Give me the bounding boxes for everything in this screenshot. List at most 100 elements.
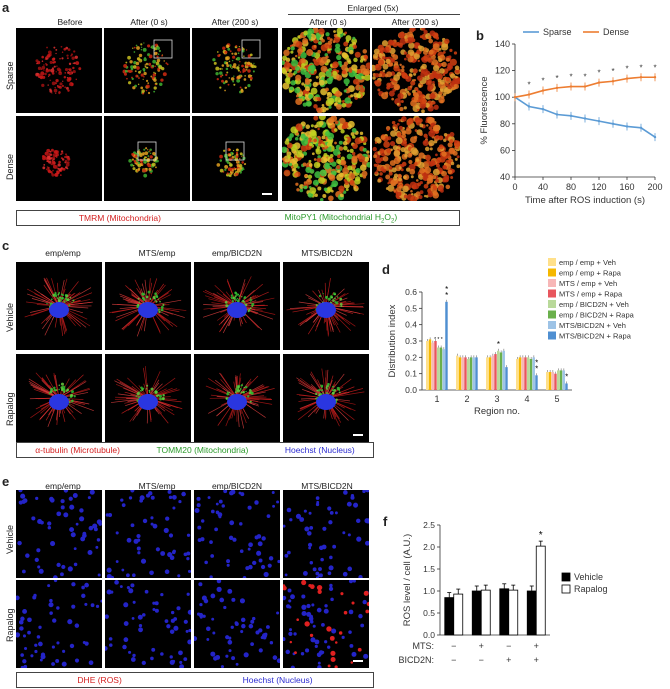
- d-bar-0-7: [445, 301, 448, 390]
- panel-c-label: c: [2, 238, 10, 253]
- d-bar-1-4: [467, 358, 470, 390]
- f-legend-label-1: Rapalog: [574, 584, 608, 594]
- legend-mitopy1: MitoPY1 (Mitochondrial H2O2): [284, 211, 398, 225]
- d-bar-0-2: [431, 342, 434, 390]
- panel-b-label: b: [476, 28, 484, 43]
- panel-d-label: d: [382, 262, 390, 277]
- d-bar-2-3: [494, 354, 497, 390]
- b-sig-mark: *: [625, 65, 628, 74]
- c-col-3: MTS/BICD2N: [301, 248, 353, 258]
- d-sig-mark: *: [535, 364, 538, 373]
- d-bar-4-7: [565, 383, 568, 390]
- micrograph-e-r1-c1: [105, 580, 191, 668]
- b-sig-mark: *: [555, 74, 558, 83]
- b-sig-mark: *: [583, 73, 586, 82]
- col-before: Before: [57, 17, 83, 27]
- micrograph-a-r0-c0: [16, 28, 102, 113]
- d-legend-swatch-2: [548, 279, 556, 287]
- b-point-0: [611, 122, 615, 126]
- b-xtick-label: 40: [538, 182, 548, 192]
- d-legend-swatch-6: [548, 321, 556, 329]
- f-ytick-label: 1.0: [423, 586, 435, 596]
- b-point-0: [625, 125, 629, 128]
- f-row-bicd: BICD2N:: [398, 655, 434, 665]
- d-legend-swatch-4: [548, 300, 556, 308]
- d-legend-label-2: MTS / emp + Veh: [559, 279, 617, 288]
- d-bar-2-5: [499, 352, 503, 390]
- d-legend-swatch-5: [548, 310, 556, 319]
- b-point-1: [527, 93, 531, 96]
- d-bar-0-4: [437, 347, 440, 390]
- f-bar-0-1: [453, 593, 464, 636]
- d-bar-4-5: [559, 370, 563, 390]
- b-sig-mark: *: [639, 63, 642, 72]
- d-xtick-label: 5: [554, 394, 559, 404]
- d-ytick-label: 0.1: [405, 369, 417, 379]
- b-point-1: [541, 89, 545, 92]
- d-bar-3-3: [524, 357, 527, 390]
- f-mts-sign: −: [451, 641, 456, 651]
- micrograph-a-r0-c2: [192, 28, 278, 113]
- d-legend-label-3: MTS / emp + Rapa: [559, 290, 623, 299]
- micrograph-a-r1-c1: [104, 116, 190, 201]
- d-ytick-label: 0.5: [405, 303, 417, 313]
- b-point-1: [639, 76, 643, 79]
- d-bar-1-6: [472, 357, 475, 390]
- d-legend-label-7: MTS/BICD2N + Rapa: [559, 332, 632, 341]
- b-point-0: [597, 119, 601, 123]
- d-bar-2-0: [486, 357, 489, 390]
- b-point-0: [639, 126, 643, 129]
- micrograph-a-r1-c2: [192, 116, 278, 201]
- f-ytick-label: 0.0: [423, 630, 435, 640]
- b-point-0: [569, 114, 573, 118]
- c-row-vehicle: Vehicle: [5, 302, 15, 332]
- d-xlabel: Region no.: [474, 406, 520, 417]
- f-ylabel: ROS level / cell (A.U.): [402, 534, 413, 626]
- legend-tmrm: TMRM (Mitochondria): [78, 213, 161, 223]
- f-mts-sign: −: [506, 641, 511, 651]
- d-bar-1-7: [475, 357, 478, 390]
- d-ytick-label: 0.3: [405, 336, 417, 346]
- panel-f-label: f: [383, 514, 388, 529]
- panel-e-legend: DHE (ROS) Hoechst (Nucleus): [16, 672, 374, 688]
- b-legend-label-1: Dense: [603, 27, 629, 37]
- enlarged-bracket: [288, 14, 460, 15]
- chart-f: 0.0 0.5 1.0 1.5 2.0 2.5 − − + − − + + + * MTS: BICD2N: RO…: [398, 520, 608, 665]
- d-xtick-label: 4: [524, 394, 529, 404]
- b-point-1: [569, 85, 573, 88]
- col-after-0: After (0 s): [130, 17, 168, 27]
- d-bar-3-5: [529, 358, 533, 390]
- b-point-1: [611, 80, 615, 83]
- e-col-3: MTS/BICD2N: [301, 481, 353, 491]
- b-xtick-label: 80: [566, 182, 576, 192]
- b-point-1: [583, 85, 587, 88]
- b-point-1: [625, 77, 629, 80]
- micrograph-c-r1-c3: [283, 354, 369, 442]
- f-sig-mark: *: [539, 530, 543, 541]
- f-bicd-sign: +: [506, 655, 511, 665]
- d-xtick-label: 3: [494, 394, 499, 404]
- micrograph-c-r0-c0: [16, 262, 102, 350]
- f-bar-2-1: [508, 589, 519, 636]
- b-point-1: [597, 81, 601, 84]
- d-legend-swatch-7: [548, 331, 556, 340]
- b-xtick-label: 200: [647, 182, 662, 192]
- d-ytick-label: 0.2: [405, 352, 417, 362]
- micrograph-c-r1-c1: [105, 354, 191, 442]
- f-bar-2-0: [499, 588, 510, 636]
- d-bar-4-6: [562, 370, 565, 390]
- f-bar-3-0: [526, 590, 537, 636]
- enlarged-label: Enlarged (5x): [347, 3, 399, 13]
- d-bar-1-3: [464, 357, 467, 390]
- d-bar-1-5: [469, 357, 473, 390]
- f-mts-sign: +: [479, 641, 484, 651]
- e-row-rapalog: Rapalog: [5, 608, 15, 642]
- micrograph-c-r1-c0: [16, 354, 102, 442]
- b-sig-mark: *: [569, 73, 572, 82]
- d-bar-3-2: [521, 357, 524, 390]
- d-bar-0-3: [434, 341, 437, 390]
- micrograph-e-r1-c0: [16, 580, 102, 668]
- micrograph-a-r1-c4: [372, 116, 460, 201]
- d-bar-4-4: [557, 370, 560, 390]
